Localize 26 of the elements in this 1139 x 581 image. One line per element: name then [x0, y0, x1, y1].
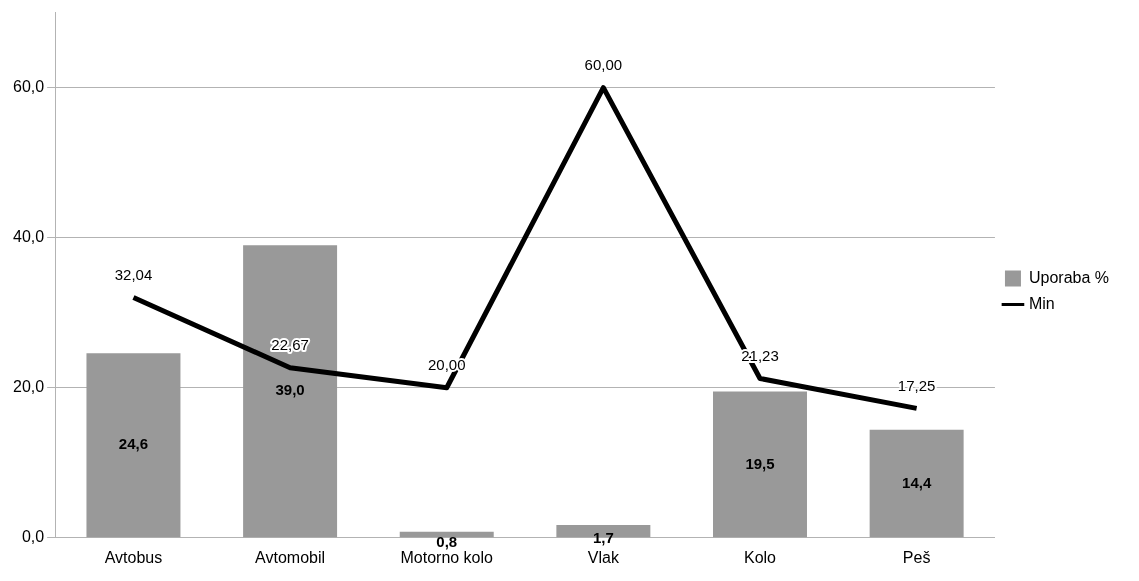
bar — [713, 391, 807, 538]
x-tick-label: Avtobus — [104, 548, 163, 566]
data-label: 19,5 — [745, 454, 775, 472]
bar — [399, 531, 494, 538]
x-tick-label: Avtomobil — [255, 548, 326, 566]
data-label: 60,00 — [584, 56, 623, 74]
bar — [869, 429, 964, 538]
y-tick-label: 0,0 — [21, 528, 45, 546]
data-label: 17,25 — [897, 377, 936, 395]
data-label: 39,0 — [275, 381, 305, 399]
x-tick-label: Vlak — [587, 548, 620, 566]
data-label: 1,7 — [592, 529, 614, 547]
x-tick-label: Peš — [902, 548, 931, 566]
data-label: 24,6 — [118, 435, 149, 453]
legend-label: Min — [1028, 294, 1055, 312]
y-tick-label: 60,0 — [13, 78, 45, 96]
y-tick-label: 20,0 — [13, 378, 45, 396]
x-tick-label: Kolo — [743, 548, 777, 566]
data-label: 14,4 — [902, 473, 932, 491]
data-label: 32,04 — [114, 266, 153, 284]
bar — [86, 353, 181, 538]
legend-label: Uporaba % — [1028, 268, 1109, 286]
data-label: 22,67 — [271, 336, 309, 354]
data-label: 0,8 — [436, 532, 458, 550]
y-tick-label: 40,0 — [13, 228, 45, 246]
bar — [243, 245, 338, 538]
